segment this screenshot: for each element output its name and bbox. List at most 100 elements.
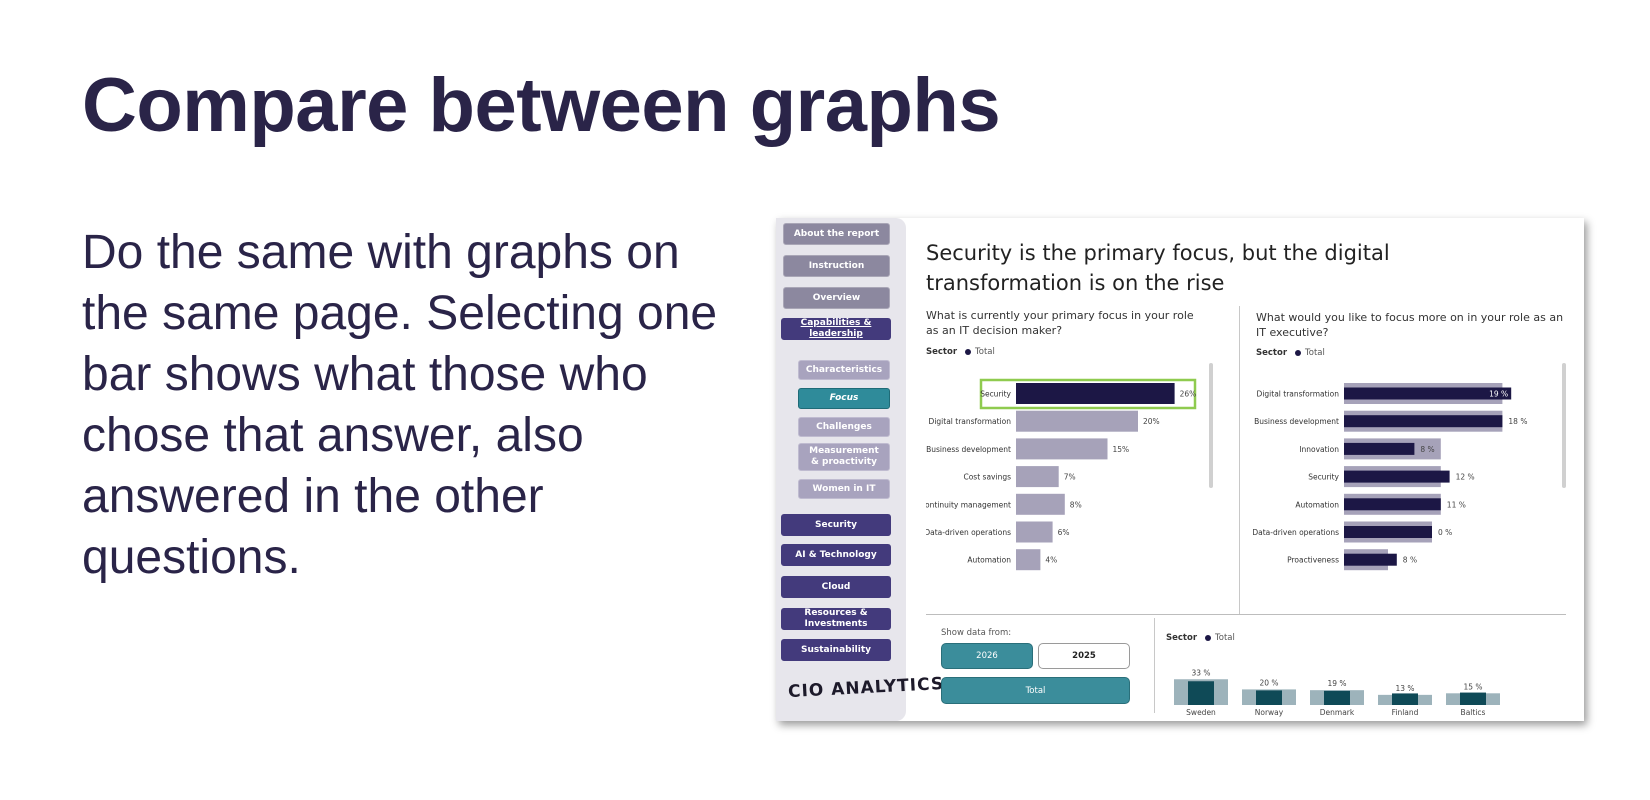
- bottom-vertical-divider: [1154, 618, 1155, 713]
- legend-total-label: Total: [975, 347, 995, 357]
- nav-resources-investments[interactable]: Resources & Investments: [781, 608, 891, 630]
- legend-total-dot: [1295, 350, 1302, 356]
- year-2026-button[interactable]: 2026: [941, 643, 1033, 669]
- left-category-label: Continuity management: [926, 500, 1011, 509]
- country-category-label: Sweden: [1186, 708, 1216, 717]
- legend-total-dot: [965, 349, 972, 355]
- left-category-label: Security: [980, 390, 1011, 399]
- right-category-label: Business development: [1254, 417, 1339, 426]
- nav-challenges[interactable]: Challenges: [798, 417, 890, 437]
- right-value-label: 0 %: [1438, 528, 1452, 537]
- legend-total-label: Total: [1305, 348, 1325, 358]
- left-value-label: 20%: [1143, 417, 1160, 426]
- bottom-legend: Sector Total: [1166, 633, 1235, 643]
- left-category-label: Data-driven operations: [926, 528, 1011, 537]
- right-sector-bar[interactable]: [1344, 470, 1450, 483]
- left-value-label: 7%: [1064, 473, 1076, 482]
- right-sector-bar[interactable]: [1344, 553, 1397, 566]
- nav-measurement-proactivity[interactable]: Measurement & proactivity: [798, 443, 890, 471]
- left-bar[interactable]: [1016, 438, 1108, 460]
- left-value-label: 6%: [1058, 528, 1070, 537]
- left-bar-chart: Security 26% Digital transformation 20% Busi…: [926, 378, 1197, 571]
- country-value-label: 19 %: [1327, 679, 1346, 688]
- country-sector-bar[interactable]: [1256, 690, 1282, 705]
- left-question: What is currently your primary focus in …: [926, 309, 1194, 337]
- country-value-label: 13 %: [1395, 684, 1414, 693]
- report-screenshot: About the report Instruction Overview Ca…: [776, 218, 1584, 721]
- right-value-label: 19 %: [1489, 390, 1508, 399]
- right-sector-bar[interactable]: [1344, 526, 1432, 538]
- country-sector-bar[interactable]: [1392, 693, 1418, 705]
- right-chart-scrollbar[interactable]: [1562, 363, 1566, 488]
- nav-cloud[interactable]: Cloud: [781, 576, 891, 598]
- right-category-label: Data-driven operations: [1252, 528, 1339, 537]
- report-title: Security is the primary focus, but the d…: [926, 241, 1390, 295]
- right-value-label: 18 %: [1508, 417, 1527, 426]
- left-bar[interactable]: [1016, 410, 1138, 432]
- country-value-label: 20 %: [1259, 678, 1278, 687]
- country-sector-bar[interactable]: [1460, 692, 1486, 705]
- nav-capabilities-leadership[interactable]: Capabilities & leadership: [781, 318, 891, 340]
- right-legend: Sector Total: [1256, 348, 1325, 358]
- selected-bar-highlight: [979, 378, 1197, 410]
- right-category-label: Security: [1308, 473, 1339, 482]
- right-category-label: Digital transformation: [1257, 390, 1340, 399]
- legend-total-dot: [1205, 635, 1212, 641]
- right-sector-bar[interactable]: [1344, 442, 1415, 455]
- left-value-label: 8%: [1070, 500, 1082, 509]
- nav-focus[interactable]: Focus: [798, 388, 890, 409]
- nav-security[interactable]: Security: [781, 514, 891, 536]
- country-category-label: Baltics: [1461, 708, 1486, 717]
- legend-total-label: Total: [1215, 633, 1235, 643]
- left-bar[interactable]: [1016, 383, 1175, 404]
- right-value-label: 8 %: [1420, 445, 1434, 454]
- right-value-label: 12 %: [1456, 473, 1475, 482]
- left-bar[interactable]: [1016, 521, 1053, 543]
- right-question: What would you like to focus more on in …: [1256, 311, 1564, 339]
- country-category-label: Norway: [1255, 708, 1284, 717]
- left-bar[interactable]: [1016, 549, 1041, 571]
- right-category-label: Proactiveness: [1287, 556, 1339, 565]
- country-category-label: Finland: [1392, 708, 1419, 717]
- left-legend: Sector Total: [926, 347, 995, 357]
- nav-instruction[interactable]: Instruction: [783, 255, 890, 277]
- chart-divider: [1239, 306, 1240, 614]
- nav-overview[interactable]: Overview: [783, 287, 890, 309]
- right-sector-bar[interactable]: [1344, 387, 1512, 400]
- country-sector-bar[interactable]: [1324, 690, 1350, 705]
- left-chart-scrollbar[interactable]: [1209, 363, 1213, 488]
- right-sector-bar[interactable]: [1344, 415, 1503, 428]
- nav-sustainability[interactable]: Sustainability: [781, 639, 891, 661]
- left-category-label: Cost savings: [963, 473, 1011, 482]
- nav-about-the-report[interactable]: About the report: [783, 223, 890, 245]
- left-category-label: Business development: [926, 445, 1011, 454]
- country-value-label: 33 %: [1191, 668, 1210, 677]
- legend-sector-label: Sector: [926, 347, 958, 357]
- left-bar[interactable]: [1016, 466, 1059, 488]
- right-category-label: Innovation: [1299, 445, 1339, 454]
- nav-ai-technology[interactable]: AI & Technology: [781, 544, 891, 566]
- left-value-label: 4%: [1045, 556, 1057, 565]
- year-2025-button[interactable]: 2025: [1038, 643, 1130, 669]
- right-value-label: 8 %: [1403, 556, 1417, 565]
- slide-body-text: Do the same with graphs on the same page…: [82, 226, 718, 584]
- bottom-divider: [926, 614, 1566, 615]
- total-button[interactable]: Total: [941, 677, 1130, 704]
- country-category-label: Denmark: [1320, 708, 1355, 717]
- left-value-label: 15%: [1113, 445, 1130, 454]
- left-category-label: Automation: [967, 556, 1011, 565]
- right-sector-bar[interactable]: [1344, 498, 1441, 511]
- country-value-label: 15 %: [1463, 682, 1482, 691]
- cio-analytics-logo: CIO ANALYTICS: [787, 673, 945, 703]
- country-bar-chart: 33 % Sweden 20 % Norway 19 % Denmark 13 % Finla…: [1174, 668, 1500, 717]
- nav-characteristics[interactable]: Characteristics: [798, 360, 890, 380]
- show-data-from-label: Show data from:: [941, 628, 1012, 638]
- right-bar-chart: Digital transformation 19 % Business devel…: [1252, 383, 1527, 571]
- right-category-label: Automation: [1295, 500, 1339, 509]
- nav-women-in-it[interactable]: Women in IT: [798, 479, 890, 499]
- country-sector-bar[interactable]: [1188, 681, 1214, 705]
- left-value-label: 26%: [1180, 390, 1197, 399]
- slide-title: Compare between graphs: [82, 63, 1001, 148]
- legend-sector-label: Sector: [1166, 633, 1198, 643]
- left-bar[interactable]: [1016, 493, 1065, 515]
